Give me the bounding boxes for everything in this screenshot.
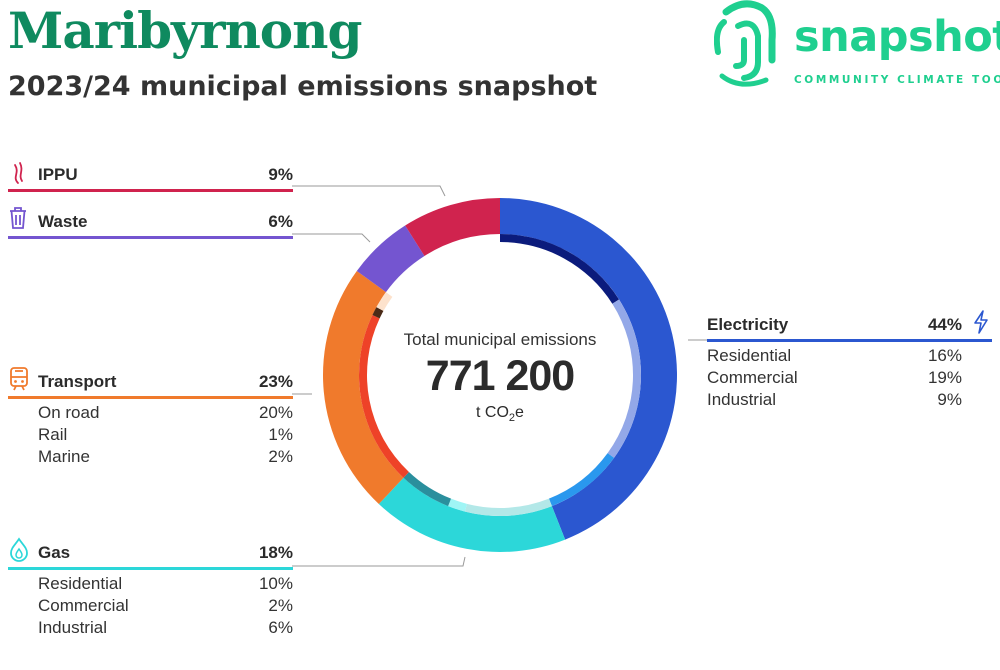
category-ippu-name: IPPU: [38, 165, 78, 184]
donut-subsegment-gas-commercial: [448, 498, 467, 512]
fire-icon: [14, 162, 23, 184]
logo-tagline: COMMUNITY CLIMATE TOOL: [794, 74, 1000, 86]
category-gas-underline: [8, 567, 293, 570]
donut-segment-ippu: [405, 198, 500, 256]
donut-subsegment-transport-rail: [372, 307, 384, 319]
transport-sub-rail: Rail 1%: [38, 425, 293, 444]
donut-subsegment-gas-residential: [464, 498, 552, 516]
total-emissions: Total municipal emissions 771 200 t CO2e: [380, 330, 620, 424]
electricity-sub-industrial: Industrial 9%: [707, 390, 962, 409]
category-transport-pct: 23%: [258, 372, 293, 391]
trash-icon: [10, 207, 26, 229]
total-value: 771 200: [425, 352, 575, 400]
gas-sub-residential: Residential 10%: [38, 574, 293, 593]
gas-sub-commercial: Commercial 2%: [38, 596, 293, 615]
category-gas-pct: 18%: [258, 543, 293, 562]
donut-segment-waste: [356, 225, 425, 293]
category-transport-underline: [8, 396, 293, 399]
category-electricity-pct: 44%: [927, 315, 962, 334]
lightning-icon: [974, 310, 988, 334]
electricity-sub-commercial: Commercial 19%: [707, 368, 962, 387]
category-waste-underline: [8, 236, 293, 239]
connector-ippu: [292, 185, 446, 197]
transport-sub-on-road: On road 20%: [38, 403, 293, 422]
total-label: Total municipal emissions: [403, 330, 597, 349]
category-waste: Waste 6%: [8, 207, 293, 239]
category-gas: Gas 18% Residential 10% Commercial 2% Indu…: [8, 537, 293, 637]
transport-sub-marine: Marine 2%: [38, 447, 293, 466]
donut-segment-transport: [323, 270, 404, 505]
logo-wordmark: snapshot: [794, 12, 1000, 62]
donut-subsegment-transport-on-road: [358, 314, 409, 478]
category-gas-name: Gas: [38, 543, 71, 562]
page-title: Maribyrnong: [8, 1, 362, 60]
page-subtitle: 2023/24 municipal emissions snapshot: [8, 71, 598, 102]
category-ippu-underline: [8, 189, 293, 192]
donut-segment-electricity: [500, 198, 677, 540]
connector-waste: [292, 233, 371, 243]
donut-subsegment-electricity-industrial: [548, 453, 615, 507]
category-transport: Transport 23% On road 20% Rail 1% Marine 2%: [8, 367, 293, 466]
connector-gas: [292, 556, 466, 567]
fingerprint-icon: [714, 0, 776, 87]
donut-subsegment-gas-industrial: [403, 471, 452, 507]
category-transport-name: Transport: [38, 372, 117, 391]
train-icon: [10, 367, 28, 391]
donut-segment-gas: [378, 477, 566, 553]
snapshot-logo: snapshot COMMUNITY CLIMATE TOOL: [714, 0, 1000, 92]
gas-sub-industrial: Industrial 6%: [38, 618, 293, 637]
category-waste-name: Waste: [38, 212, 88, 231]
category-waste-pct: 6%: [268, 212, 293, 231]
category-electricity-name: Electricity: [707, 315, 789, 334]
category-electricity: Electricity 44% Residential 16% Commercia…: [707, 310, 992, 409]
category-electricity-underline: [707, 339, 992, 342]
donut-subsegment-electricity-commercial: [607, 299, 641, 458]
flame-icon: [10, 537, 28, 562]
category-ippu-pct: 9%: [268, 165, 293, 184]
total-unit: t CO2e: [476, 403, 524, 424]
donut-subsegment-transport-marine: [376, 292, 393, 311]
category-ippu: IPPU 9%: [8, 162, 293, 192]
donut-subsegment-electricity-residential: [500, 234, 620, 304]
electricity-sub-residential: Residential 16%: [707, 346, 962, 365]
